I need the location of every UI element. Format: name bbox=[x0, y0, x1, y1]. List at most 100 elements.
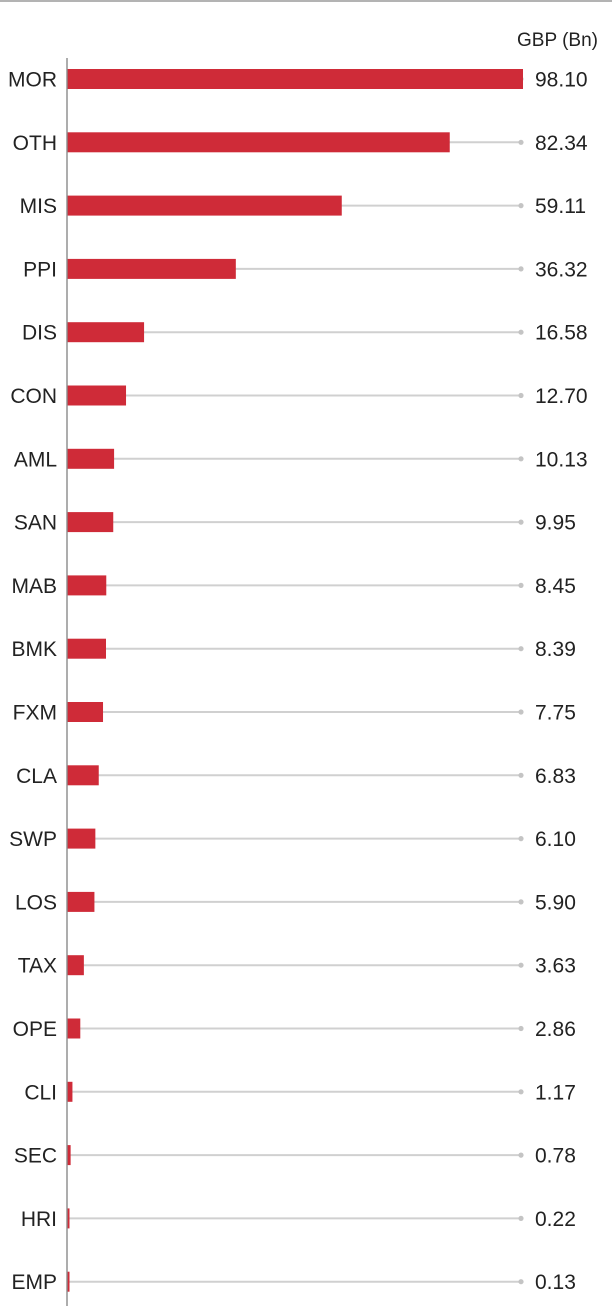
category-label: EMP bbox=[11, 1271, 57, 1294]
value-label: 8.39 bbox=[535, 638, 576, 661]
track-end-dot bbox=[518, 646, 524, 652]
track-end-dot bbox=[518, 709, 524, 715]
bar bbox=[67, 132, 450, 153]
bar-row: PPI 36.32 bbox=[23, 258, 587, 281]
bar bbox=[67, 955, 84, 976]
value-label: 8.45 bbox=[535, 575, 576, 598]
value-label: 59.11 bbox=[535, 195, 586, 218]
category-label: MIS bbox=[20, 195, 57, 218]
track-end-dot bbox=[518, 1089, 524, 1095]
bar-row: SWP 6.10 bbox=[9, 828, 576, 851]
bar-row: BMK 8.39 bbox=[11, 638, 575, 661]
value-label: 5.90 bbox=[535, 891, 576, 914]
bar-row: LOS 5.90 bbox=[15, 891, 576, 914]
bar bbox=[67, 1271, 70, 1292]
track-end-dot bbox=[518, 329, 524, 335]
track-end-dot bbox=[518, 962, 524, 968]
category-label: SWP bbox=[9, 828, 57, 851]
bar-row: AML 10.13 bbox=[14, 448, 588, 471]
bar bbox=[67, 702, 104, 722]
category-label: LOS bbox=[15, 891, 57, 914]
value-label: 98.10 bbox=[535, 69, 588, 92]
bar bbox=[67, 195, 342, 216]
track-end-dot bbox=[518, 582, 524, 589]
category-label: MAB bbox=[11, 575, 57, 598]
bar-rows: MOR 98.10 OTH 82.34 MIS 59.11 PPI 36.32 DIS 16.58… bbox=[8, 69, 588, 1295]
bar bbox=[67, 69, 523, 89]
track-end-dot bbox=[518, 203, 524, 209]
bar bbox=[67, 575, 107, 596]
unit-label: GBP (Bn) bbox=[517, 30, 598, 51]
track-end-dot bbox=[518, 1215, 524, 1221]
value-label: 1.17 bbox=[535, 1081, 576, 1104]
bar bbox=[67, 638, 106, 659]
value-label: 7.75 bbox=[535, 702, 576, 725]
category-label: AML bbox=[14, 448, 57, 471]
value-label: 82.34 bbox=[535, 132, 588, 155]
bar-row: TAX 3.63 bbox=[18, 955, 576, 978]
bar bbox=[67, 828, 96, 849]
bar bbox=[67, 765, 99, 786]
track-end-dot bbox=[518, 772, 524, 778]
category-label: CLA bbox=[16, 765, 57, 788]
bar bbox=[67, 1145, 71, 1166]
track-end-dot bbox=[518, 1152, 524, 1158]
category-label: BMK bbox=[11, 638, 57, 661]
category-label: DIS bbox=[22, 322, 57, 345]
bar-row: CLI 1.17 bbox=[24, 1081, 576, 1104]
category-label: SAN bbox=[14, 512, 57, 535]
category-label: OTH bbox=[13, 132, 57, 155]
category-label: FXM bbox=[13, 702, 57, 725]
track-end-dot bbox=[518, 392, 524, 399]
bar bbox=[67, 1018, 81, 1039]
value-label: 0.22 bbox=[535, 1208, 576, 1231]
category-label: PPI bbox=[23, 258, 57, 281]
value-label: 3.63 bbox=[535, 955, 576, 978]
value-label: 36.32 bbox=[535, 258, 588, 281]
value-label: 9.95 bbox=[535, 512, 576, 535]
track-end-dot bbox=[518, 266, 524, 272]
category-label: CLI bbox=[24, 1081, 57, 1104]
track-end-dot bbox=[518, 1279, 524, 1285]
category-label: CON bbox=[10, 385, 57, 408]
bar bbox=[67, 1208, 70, 1229]
category-label: TAX bbox=[18, 955, 57, 978]
track-end-dot bbox=[518, 1025, 524, 1032]
bar-row: SAN 9.95 bbox=[14, 512, 576, 535]
track-end-dot bbox=[518, 836, 524, 842]
bar-row: MOR 98.10 bbox=[8, 69, 588, 92]
bar bbox=[67, 891, 95, 912]
category-label: HRI bbox=[21, 1208, 57, 1231]
value-label: 12.70 bbox=[535, 385, 588, 408]
bar-row: SEC 0.78 bbox=[14, 1145, 576, 1168]
track-end-dot bbox=[518, 139, 524, 145]
track-end-dot bbox=[518, 456, 524, 462]
bar bbox=[67, 1081, 73, 1102]
value-label: 10.13 bbox=[535, 448, 588, 471]
bar-row: OPE 2.86 bbox=[13, 1018, 576, 1041]
category-label: SEC bbox=[14, 1145, 57, 1168]
bar-row: MAB 8.45 bbox=[11, 575, 575, 598]
value-label: 0.13 bbox=[535, 1271, 576, 1294]
bar-row: OTH 82.34 bbox=[13, 132, 588, 155]
bar-row: MIS 59.11 bbox=[20, 195, 586, 218]
value-label: 6.10 bbox=[535, 828, 576, 851]
track-end-dot bbox=[518, 899, 524, 905]
value-label: 6.83 bbox=[535, 765, 576, 788]
bar-row: EMP 0.13 bbox=[11, 1271, 575, 1294]
value-label: 16.58 bbox=[535, 322, 588, 345]
bar bbox=[67, 448, 115, 469]
value-label: 0.78 bbox=[535, 1145, 576, 1168]
value-label: 2.86 bbox=[535, 1018, 576, 1041]
track-end-dot bbox=[518, 519, 524, 525]
bar-row: FXM 7.75 bbox=[13, 702, 576, 725]
bar-row: CON 12.70 bbox=[10, 385, 587, 408]
category-label: OPE bbox=[13, 1018, 57, 1041]
bar bbox=[67, 385, 127, 406]
bar-row: CLA 6.83 bbox=[16, 765, 576, 788]
category-label: MOR bbox=[8, 69, 57, 92]
bar bbox=[67, 322, 145, 343]
bar-row: DIS 16.58 bbox=[22, 322, 588, 345]
